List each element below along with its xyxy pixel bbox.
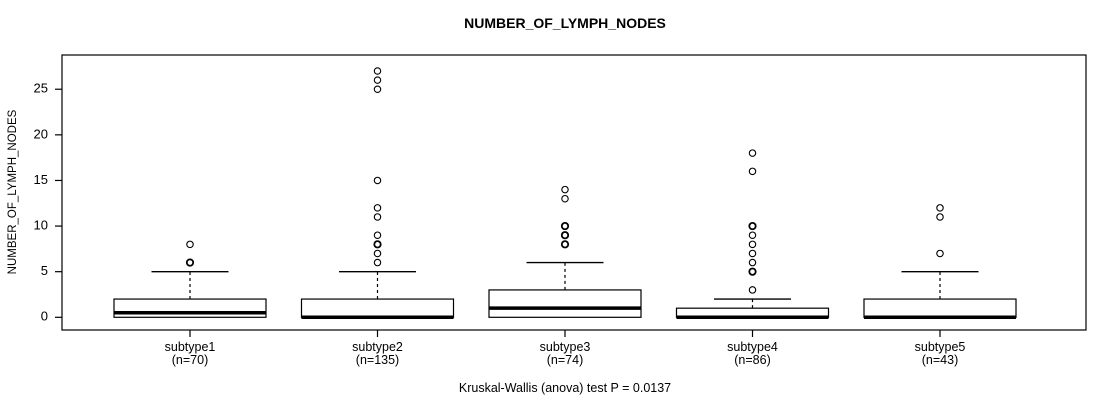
y-tick-label: 0 (41, 309, 48, 324)
y-tick-label: 5 (41, 263, 48, 278)
outlier-point-subtype3 (561, 185, 569, 194)
chart-title: NUMBER_OF_LYMPH_NODES (464, 15, 666, 31)
x-group-label-subtype2: subtype2 (352, 340, 403, 354)
outlier-point-subtype2 (373, 213, 382, 221)
outlier-point-subtype2 (373, 249, 382, 258)
y-axis-label: NUMBER_OF_LYMPH_NODES (7, 109, 19, 274)
x-group-n-subtype4: (n=86) (734, 353, 770, 367)
outlier-point-subtype4 (748, 221, 757, 231)
outlier-point-subtype2 (373, 85, 382, 93)
y-tick-label: 25 (34, 81, 48, 96)
outlier-point-subtype5 (936, 204, 944, 212)
x-group-label-subtype5: subtype5 (915, 340, 966, 354)
outlier-point-subtype2 (373, 76, 382, 84)
x-group-n-subtype5: (n=43) (922, 353, 958, 367)
outlier-point-subtype2 (373, 231, 382, 239)
x-group-label-subtype1: subtype1 (165, 340, 216, 354)
x-group-n-subtype1: (n=70) (172, 353, 208, 367)
outlier-point-subtype4 (748, 149, 757, 157)
outlier-point-subtype4 (748, 167, 757, 176)
iqr-box-subtype2 (300, 298, 455, 318)
x-group-n-subtype3: (n=74) (547, 353, 583, 367)
outlier-point-subtype3 (560, 221, 570, 231)
x-group-n-subtype2: (n=135) (356, 353, 399, 367)
x-group-label-subtype4: subtype4 (727, 340, 778, 354)
x-group-label-subtype3: subtype3 (540, 340, 591, 354)
outlier-point-subtype5 (936, 249, 944, 258)
y-tick-label: 20 (34, 126, 48, 141)
outlier-point-subtype4 (748, 258, 757, 267)
outlier-point-subtype3 (560, 231, 570, 240)
stat-test-caption: Kruskal-Wallis (anova) test P = 0.0137 (459, 381, 671, 395)
outlier-point-subtype3 (560, 240, 570, 249)
plot-frame (61, 54, 1087, 331)
outlier-point-subtype2 (373, 204, 382, 212)
y-tick-label: 10 (34, 218, 48, 233)
outlier-point-subtype4 (748, 240, 757, 249)
outlier-point-subtype4 (748, 286, 757, 294)
outlier-point-subtype2 (373, 67, 382, 75)
iqr-box-subtype3 (488, 289, 642, 318)
outlier-point-subtype2 (373, 240, 382, 249)
outlier-point-subtype1 (186, 240, 194, 249)
outlier-point-subtype4 (748, 267, 757, 276)
outlier-point-subtype1 (185, 258, 195, 267)
outlier-point-subtype2 (373, 258, 382, 267)
outlier-point-subtype4 (748, 231, 757, 239)
outlier-point-subtype3 (561, 194, 569, 203)
iqr-box-subtype1 (113, 298, 267, 318)
plot-content: 0 5 10 15 20 25 subtype1(n=70) subtype2(n=135) s… (34, 67, 1017, 367)
outlier-point-subtype5 (936, 213, 944, 221)
outlier-point-subtype2 (373, 176, 382, 185)
y-tick-label: 15 (34, 172, 48, 187)
outlier-point-subtype4 (748, 249, 757, 258)
iqr-box-subtype5 (863, 298, 1017, 318)
